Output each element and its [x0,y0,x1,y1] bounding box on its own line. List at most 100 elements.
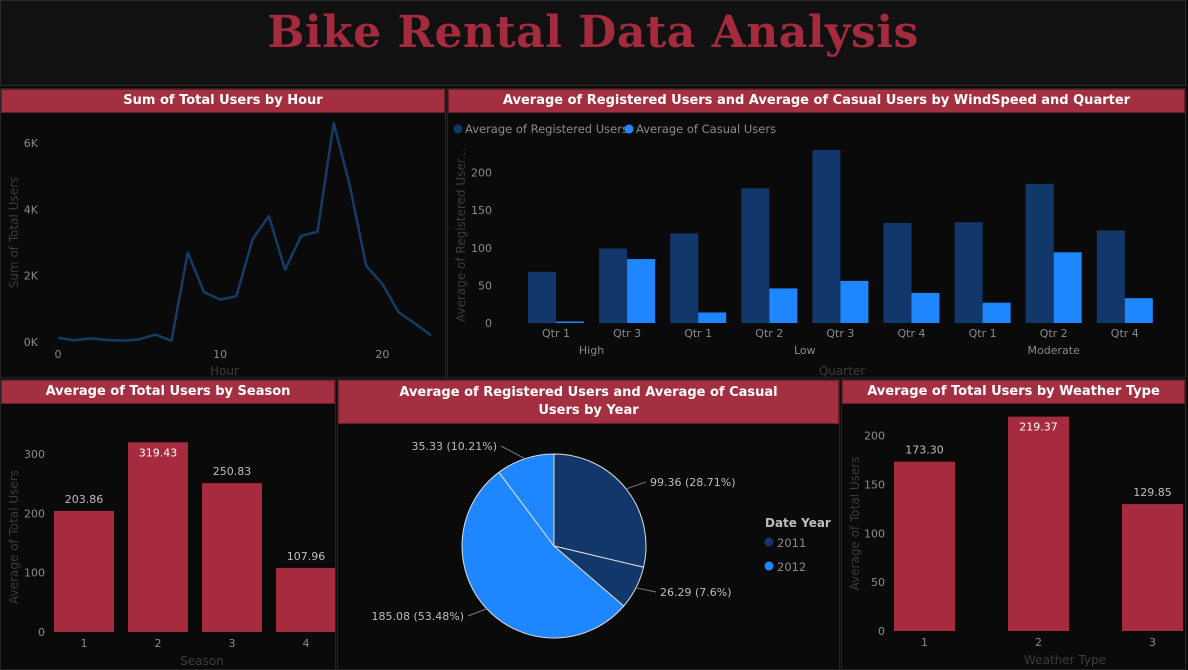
legend-marker-2012 [764,561,774,571]
hour-line-chart: 0K 2K 4K 6K 0 10 20 Hour Sum of Total Users [7,121,432,378]
year-pie-chart: 99.36 (28.71%) 26.29 (7.6%) 185.08 (53.48%… [371,440,831,639]
wind-bar-chart: Average of Registered Users Average of Ca… [453,122,1153,378]
y-tick-label: 0 [485,317,492,330]
year-pie-panel[interactable]: Average of Registered Users and Average … [337,379,840,670]
y-tick-label: 150 [864,478,885,491]
bar-casual [1053,252,1082,323]
season-panel[interactable]: Average of Total Users by Season 0 100 200… [0,379,336,670]
bar-registered [741,188,770,323]
y-tick-label: 200 [864,430,885,443]
y-tick-label: 100 [864,527,885,540]
x-tick-label: Qtr 2 [755,327,783,340]
bar-casual [769,288,798,323]
x-tick-label: Qtr 2 [1040,327,1068,340]
leader-line [635,587,657,593]
leader-line [500,445,526,460]
x-tick-label: 0 [55,348,62,361]
legend-label-2011: 2011 [777,536,806,550]
data-label: 26.29 (7.6%) [660,586,732,599]
bar [1008,416,1069,631]
y-tick-label: 300 [24,448,45,461]
x-tick-label: Qtr 3 [613,327,641,340]
bar [202,483,262,632]
year-chart-title: Average of Registered Users and Average … [338,380,839,424]
x-group-label: High [579,344,604,357]
data-label: 319.43 [139,446,178,459]
weather-chart-title: Average of Total Users by Weather Type [842,380,1185,404]
y-tick-label: 6K [24,137,39,150]
bar-casual [698,312,727,323]
y-axis-label: Average of Total Users [7,470,21,604]
legend-label-registered: Average of Registered Users [465,122,628,136]
y-tick-label: 4K [24,203,39,216]
y-tick-label: 200 [471,167,492,180]
y-tick-label: 0K [24,336,39,349]
bar-registered [528,271,556,323]
y-tick-label: 200 [24,507,45,520]
y-axis-label: Average of Registered User... [454,148,468,322]
data-label: 99.36 (28.71%) [650,476,736,489]
x-tick-label: 2 [155,637,162,650]
y-axis-label: Sum of Total Users [7,177,21,289]
dashboard-title: Bike Rental Data Analysis [267,7,919,58]
bar-registered [883,222,912,323]
legend-marker-2011 [764,537,774,547]
bar-registered [812,150,841,323]
bar-registered [599,248,628,323]
bar-casual [1124,298,1153,323]
y-tick-label: 0 [878,625,885,638]
pie-slice [553,453,647,568]
x-tick-label: Qtr 1 [684,327,712,340]
bar [54,510,114,632]
bar-registered [1096,230,1125,323]
leader-line [626,481,647,490]
bar [128,442,188,632]
bar-registered [1025,183,1054,323]
bar [276,567,335,632]
hour-line-panel[interactable]: Sum of Total Users by Hour 0K 2K 4K 6K 0 10 20… [0,88,446,378]
x-tick-label: Qtr 1 [969,327,997,340]
x-tick-label: Qtr 4 [1111,327,1139,340]
weather-bar-chart: 0 50 100 150 200 Average of Total Users 173.30… [848,416,1183,667]
x-group-label: Moderate [1028,344,1081,357]
x-tick-label: 10 [213,348,227,361]
bar-casual [840,280,869,323]
y-tick-label: 100 [471,242,492,255]
data-label: 107.96 [287,550,326,563]
weather-panel[interactable]: Average of Total Users by Weather Type 0… [841,379,1186,670]
legend-marker-casual [624,124,634,134]
x-tick-label: Qtr 4 [898,327,926,340]
x-tick-label: 2 [1035,636,1042,649]
x-tick-label: 1 [921,636,928,649]
x-tick-label: 1 [81,637,88,650]
y-axis-label: Average of Total Users [848,457,862,591]
dashboard-header: Bike Rental Data Analysis [0,0,1186,86]
x-group-label: Low [794,344,816,357]
data-label: 35.33 (10.21%) [411,440,497,453]
x-tick-label: 3 [229,637,236,650]
bar-registered [670,233,699,323]
bar-casual [556,321,584,323]
series-line [57,121,432,342]
data-label: 173.30 [905,444,944,457]
y-tick-label: 2K [24,270,39,283]
y-tick-label: 100 [24,567,45,580]
bar-casual [982,302,1011,323]
data-label: 129.85 [1133,486,1172,499]
bar [1122,504,1183,631]
legend-label-casual: Average of Casual Users [636,122,776,136]
pie-slice [461,471,625,639]
y-tick-label: 50 [871,576,885,589]
x-tick-label: 4 [303,637,310,650]
data-label: 219.37 [1019,421,1058,434]
y-tick-label: 50 [478,279,492,292]
wind-quarter-panel[interactable]: Average of Registered Users and Average … [447,88,1186,378]
x-axis-label: Hour [210,364,239,378]
data-label: 185.08 (53.48%) [371,610,464,623]
leader-line [467,608,487,617]
x-axis-label: Season [180,654,224,668]
x-axis-label: Quarter [819,364,865,378]
x-axis-label: Weather Type [1024,653,1106,667]
legend-marker-registered [453,124,463,134]
